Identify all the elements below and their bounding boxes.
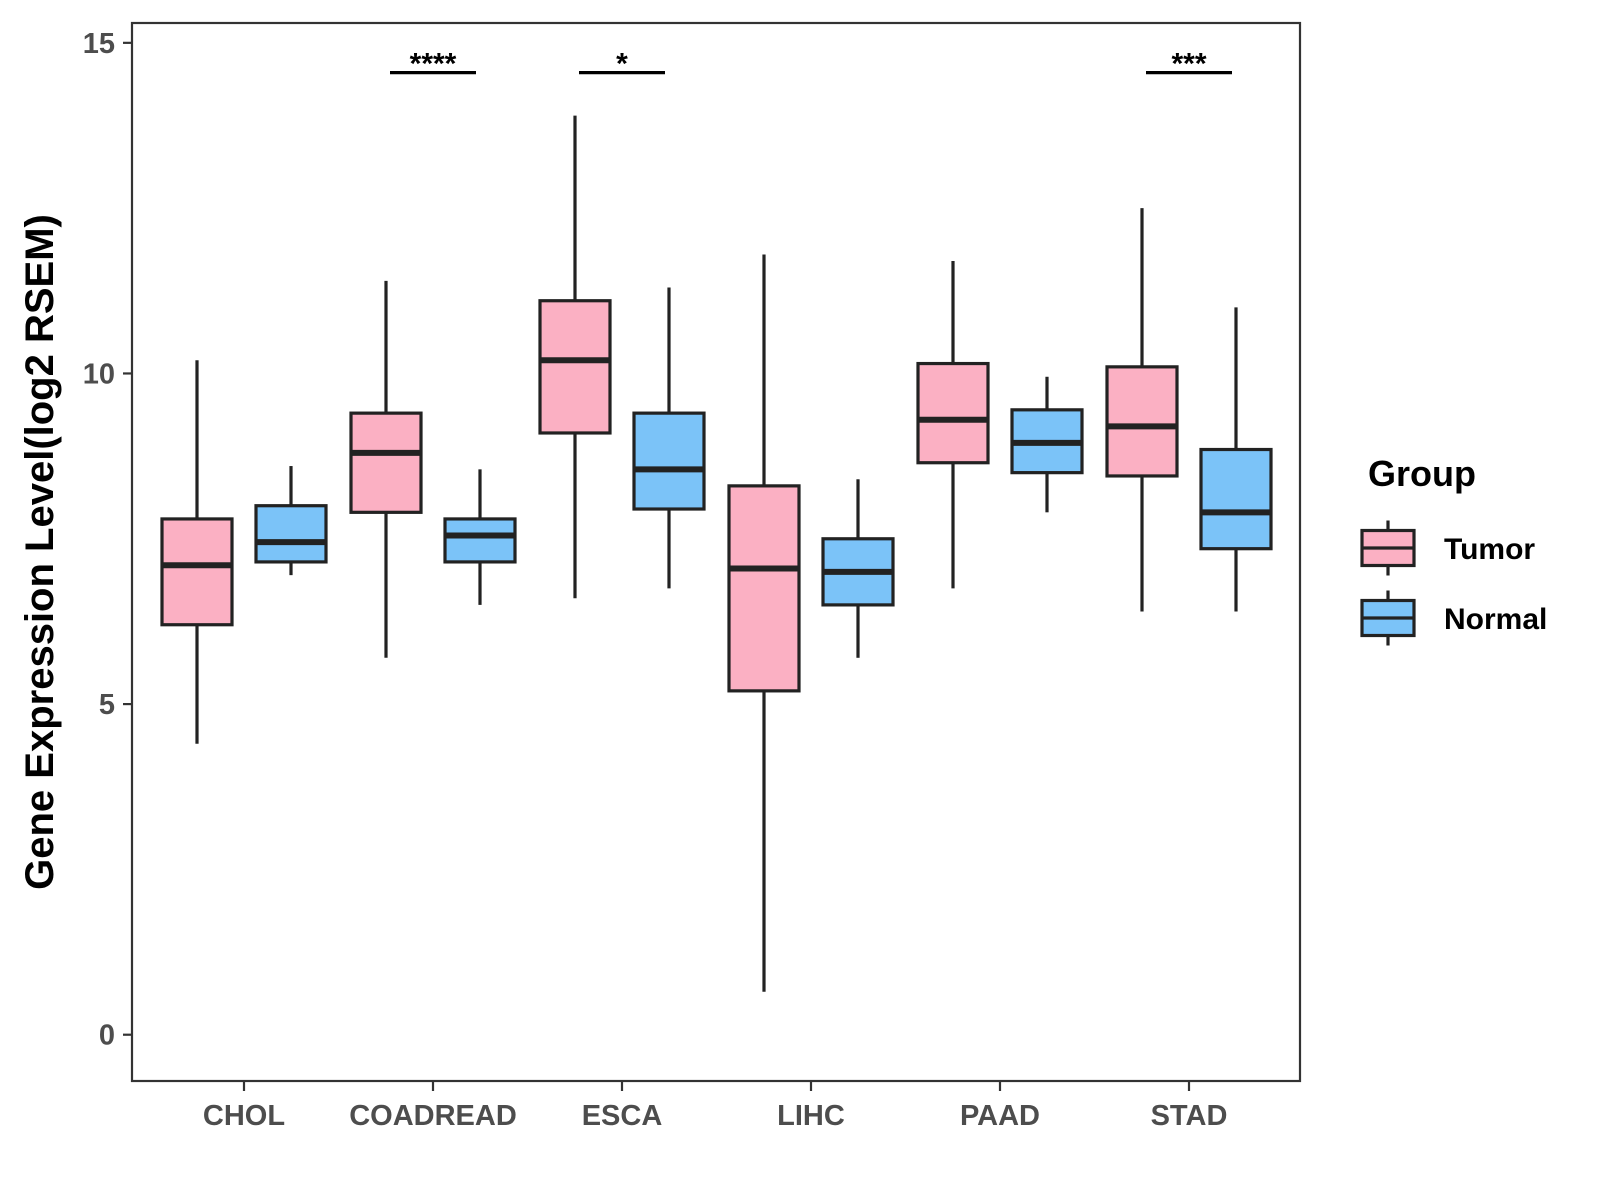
x-tick-label: COADREAD (349, 1100, 517, 1132)
box-normal-paad (1010, 376, 1084, 513)
x-tick-label: CHOL (203, 1100, 285, 1132)
x-tick-label: STAD (1151, 1100, 1228, 1132)
box-body (160, 517, 234, 627)
box-body (727, 484, 801, 693)
legend: Group Tumor Normal (1360, 453, 1547, 646)
y-tick-label: 10 (83, 358, 115, 390)
box-body (538, 299, 612, 435)
y-tick-label: 0 (99, 1020, 115, 1052)
legend-entry-tumor: Tumor (1360, 520, 1535, 576)
box-normal-chol (254, 466, 328, 576)
legend-label: Tumor (1444, 533, 1535, 566)
box-tumor-paad (916, 261, 990, 589)
box-tumor-esca (538, 115, 612, 599)
y-tick-label: 5 (99, 689, 115, 721)
box-body (254, 504, 328, 564)
y-tick-label: 15 (83, 28, 115, 60)
legend-entries: Tumor Normal (1360, 520, 1547, 646)
legend-title: Group (1368, 453, 1476, 494)
box-normal-stad (1199, 307, 1273, 612)
x-tick-label: LIHC (777, 1100, 845, 1132)
significance-stad: *** (1146, 48, 1232, 81)
box-body (349, 411, 423, 514)
significance-esca: * (579, 48, 665, 81)
box-body (1105, 365, 1179, 478)
significance-label: * (616, 48, 628, 81)
legend-label: Normal (1444, 603, 1547, 636)
box-normal-lihc (821, 479, 895, 658)
box-body (443, 517, 517, 564)
box-tumor-chol (160, 360, 234, 744)
box-tumor-stad (1105, 208, 1179, 612)
box-normal-esca (632, 287, 706, 589)
plot-panel-border (130, 21, 1302, 1083)
significance-label: *** (1171, 48, 1206, 81)
box-body (632, 411, 706, 511)
boxes-layer (160, 115, 1273, 992)
x-axis: CHOL COADREAD ESCA LIHC PAAD STAD (203, 1081, 1227, 1132)
box-tumor-lihc (727, 254, 801, 992)
y-axis-title: Gene Expression Level(log2 RSEM) (18, 214, 62, 890)
x-tick-label: ESCA (582, 1100, 663, 1132)
significance-coadread: **** (390, 48, 476, 81)
box-normal-coadread (443, 469, 517, 605)
x-tick-label: PAAD (960, 1100, 1040, 1132)
box-body (916, 361, 990, 465)
box-tumor-coadread (349, 280, 423, 658)
significance-label: **** (410, 48, 457, 81)
legend-entry-normal: Normal (1360, 590, 1547, 646)
significance-layer: **** * *** (390, 48, 1232, 81)
box-body (1199, 447, 1273, 551)
y-axis: 0 5 10 15 (83, 28, 132, 1052)
